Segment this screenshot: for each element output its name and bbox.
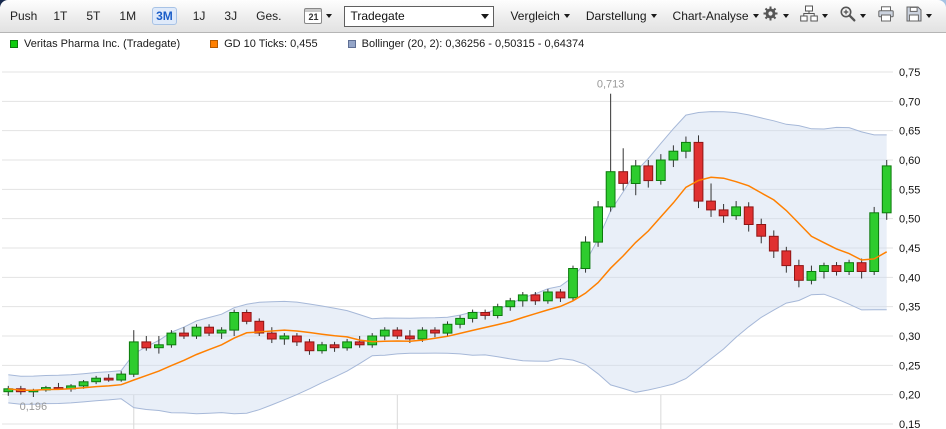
chevron-down-icon [926, 14, 932, 18]
legend-label: Veritas Pharma Inc. (Tradegate) [24, 38, 181, 50]
svg-text:0,713: 0,713 [597, 79, 625, 91]
zoom-in-icon [839, 5, 856, 27]
menu-label: Vergleich [510, 9, 560, 23]
svg-text:0,75: 0,75 [899, 67, 920, 79]
menu-chart-analyse[interactable]: Chart-Analyse [673, 9, 759, 23]
legend-swatch [347, 40, 356, 48]
chevron-down-icon [752, 14, 759, 18]
svg-text:0,15: 0,15 [899, 419, 920, 429]
menu-label: Darstellung [585, 9, 647, 23]
save-icon [906, 6, 922, 27]
sitemap-icon [800, 5, 818, 27]
period-button-5t[interactable]: 5T [86, 9, 101, 23]
chevron-down-icon [326, 14, 333, 18]
chevron-down-icon [650, 14, 657, 18]
svg-text:0,20: 0,20 [899, 390, 920, 402]
svg-text:0,65: 0,65 [899, 126, 920, 138]
svg-text:0,35: 0,35 [899, 302, 920, 314]
period-button-1t[interactable]: 1T [53, 9, 68, 23]
print-button[interactable] [875, 4, 897, 29]
period-button-1j[interactable]: 1J [192, 9, 206, 23]
exchange-select-value: Tradegate [350, 9, 405, 23]
menu-darstellung[interactable]: Darstellung [586, 9, 657, 23]
legend-label: GD 10 Ticks: 0,455 [224, 38, 318, 50]
calendar-button[interactable]: 21 [304, 8, 333, 24]
printer-icon [877, 5, 895, 27]
toolbar-icon-buttons [760, 3, 936, 29]
candlestick-chart[interactable]: 0,713 0,196 0,75 0,70 0,65 0,60 0,55 0,50 0,45 0,… [0, 55, 946, 429]
period-buttons: 1T 5T 1M 3M 1J 3J Ges. [50, 7, 284, 25]
push-toggle[interactable]: Push [10, 9, 38, 23]
svg-text:0,30: 0,30 [899, 331, 920, 343]
chevron-down-icon [481, 13, 490, 19]
calendar-day: 21 [308, 12, 319, 22]
svg-text:0,25: 0,25 [899, 360, 920, 372]
legend-swatch [210, 40, 219, 48]
period-button-ges[interactable]: Ges. [256, 9, 282, 23]
settings-button[interactable] [760, 3, 791, 29]
calendar-icon: 21 [304, 8, 323, 24]
zoom-button[interactable] [837, 3, 868, 29]
chart-type-button[interactable] [798, 3, 830, 29]
svg-text:0,45: 0,45 [899, 243, 920, 255]
period-button-3j[interactable]: 3J [224, 9, 238, 23]
chevron-down-icon [822, 14, 828, 18]
menu-label: Chart-Analyse [672, 9, 749, 23]
legend: Veritas Pharma Inc. (Tradegate) GD 10 Tic… [0, 33, 946, 55]
svg-text:0,40: 0,40 [899, 272, 920, 284]
menu-vergleich[interactable]: Vergleich [510, 9, 570, 23]
chart-toolbar: Push 1T 5T 1M 3M 1J 3J Ges. 21 Tradegate Vergl… [0, 0, 946, 33]
period-button-1m[interactable]: 1M [119, 9, 137, 23]
svg-text:0,60: 0,60 [899, 155, 920, 167]
legend-item: Bollinger (20, 2): 0,36256 - 0,50315 - 0… [347, 38, 585, 50]
save-button[interactable] [904, 4, 934, 29]
chevron-down-icon [860, 14, 866, 18]
gear-icon [762, 5, 779, 27]
svg-text:0,55: 0,55 [899, 184, 920, 196]
svg-text:0,196: 0,196 [20, 401, 48, 413]
legend-item: GD 10 Ticks: 0,455 [210, 38, 318, 50]
legend-label: Bollinger (20, 2): 0,36256 - 0,50315 - 0… [361, 38, 585, 50]
legend-swatch [10, 40, 18, 48]
svg-text:0,70: 0,70 [899, 96, 920, 108]
exchange-select[interactable]: Tradegate [344, 5, 495, 27]
legend-item: Veritas Pharma Inc. (Tradegate) [10, 38, 180, 50]
chevron-down-icon [563, 14, 570, 18]
period-button-3m[interactable]: 3M [152, 7, 177, 25]
chevron-down-icon [783, 14, 789, 18]
svg-text:0,50: 0,50 [899, 214, 920, 226]
